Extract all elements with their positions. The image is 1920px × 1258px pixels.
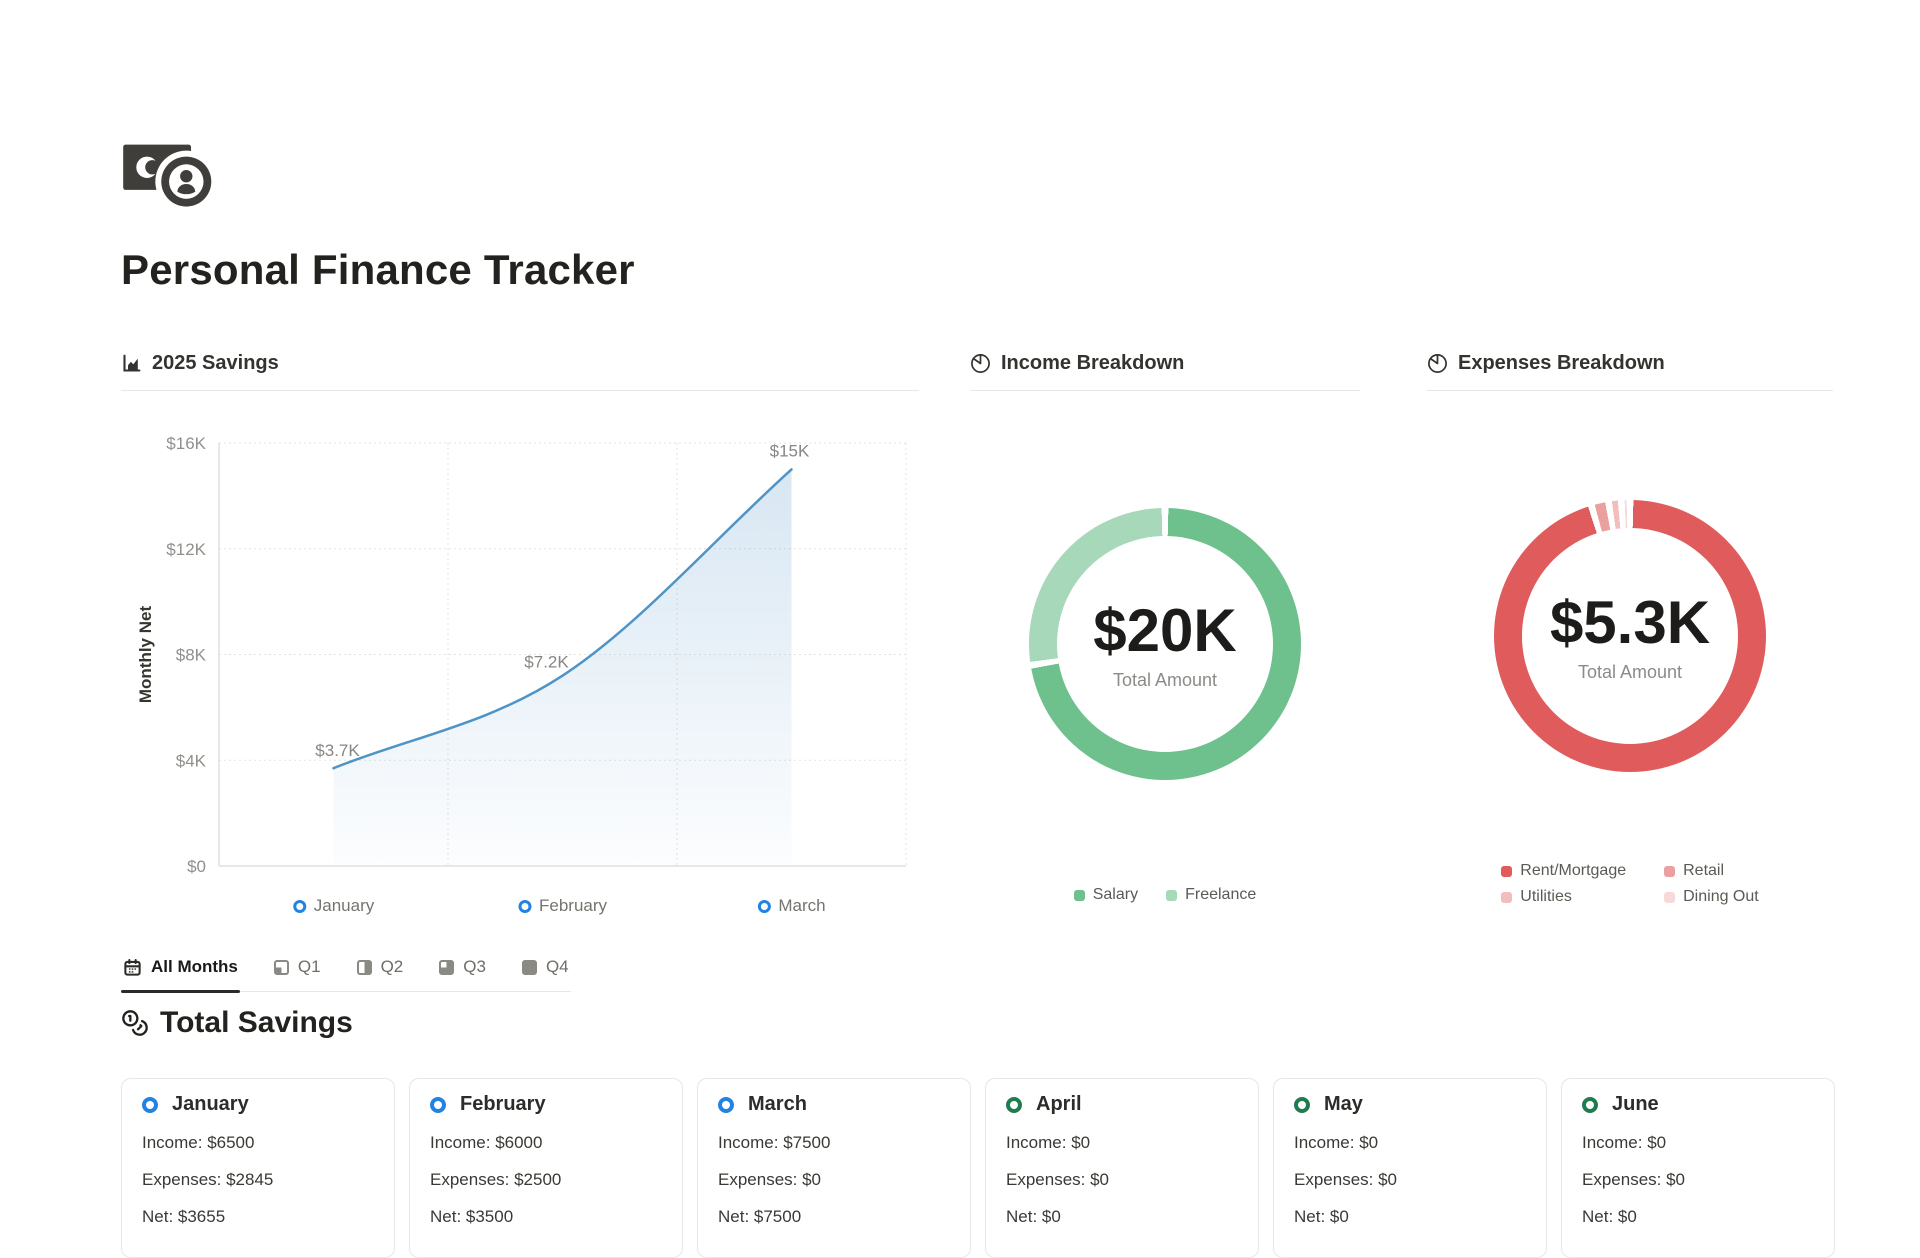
income-panel-title: Income Breakdown (1001, 352, 1185, 374)
savings-panel-title: 2025 Savings (152, 352, 279, 374)
expenses-donut-chart: $5.3K Total Amount (1494, 500, 1766, 772)
page-title: Personal Finance Tracker (121, 246, 635, 293)
legend-item-retail: Retail (1664, 862, 1759, 880)
series-marker-icon (517, 899, 531, 913)
tab-q4[interactable]: Q4 (520, 953, 571, 991)
card-income: Income: $6500 (142, 1133, 255, 1152)
month-dot-icon (142, 1096, 158, 1113)
svg-text:$0: $0 (187, 857, 206, 876)
x-axis-label-february: February (517, 896, 607, 916)
card-income: Income: $7500 (718, 1133, 831, 1152)
expenses-legend: Rent/Mortgage Retail Utilities Dining Ou… (1427, 862, 1833, 906)
svg-text:$12K: $12K (166, 540, 206, 559)
card-expenses: Expenses: $0 (1006, 1170, 1110, 1189)
income-panel-header: Income Breakdown (970, 352, 1360, 391)
card-net: Net: $0 (1006, 1207, 1061, 1226)
months-tab-bar: All Months Q1 Q2 Q3 Q4 (121, 953, 571, 993)
month-dot-icon (718, 1096, 734, 1113)
retail-swatch (1664, 865, 1676, 877)
tab-q2[interactable]: Q2 (355, 953, 406, 991)
savings-panel-header: 2025 Savings (121, 352, 919, 391)
income-total-value: $20K (1093, 596, 1237, 664)
rent-mortgage-swatch (1501, 865, 1513, 877)
area-chart-icon (123, 354, 141, 372)
card-income: Income: $6000 (430, 1133, 543, 1152)
month-card-march[interactable]: March Income: $7500 Expenses: $0 Net: $7… (697, 1078, 971, 1258)
card-net: Net: $3500 (430, 1207, 514, 1226)
card-expenses: Expenses: $0 (1294, 1170, 1398, 1189)
banknote-coin-icon (123, 144, 218, 213)
income-donut-chart: $20K Total Amount (1029, 508, 1301, 780)
income-total-label: Total Amount (1112, 669, 1218, 690)
card-income: Income: $0 (1294, 1133, 1379, 1152)
month-card-february[interactable]: February Income: $6000 Expenses: $2500 N… (409, 1078, 683, 1258)
quarter-3-icon (439, 959, 455, 975)
card-expenses: Expenses: $0 (1582, 1170, 1686, 1189)
tab-q3[interactable]: Q3 (437, 953, 488, 991)
coins-icon (122, 1010, 148, 1036)
salary-swatch (1073, 889, 1085, 901)
expenses-panel-title: Expenses Breakdown (1458, 352, 1665, 374)
card-net: Net: $3655 (142, 1207, 226, 1226)
month-dot-icon (430, 1096, 446, 1113)
freelance-swatch (1166, 889, 1178, 901)
pie-chart-icon (1428, 354, 1447, 373)
savings-chart-x-axis: January February March (121, 896, 921, 918)
expenses-total-label: Total Amount (1577, 661, 1683, 682)
card-net: Net: $0 (1582, 1207, 1637, 1226)
donut-hole (1522, 528, 1738, 744)
legend-item-rent-mortgage: Rent/Mortgage (1501, 862, 1626, 880)
pie-chart-icon (971, 354, 990, 373)
card-income: Income: $0 (1006, 1133, 1091, 1152)
svg-text:$7.2K: $7.2K (524, 653, 569, 672)
month-card-april[interactable]: April Income: $0 Expenses: $0 Net: $0 (985, 1078, 1259, 1258)
quarter-2-icon (356, 959, 372, 975)
expenses-total-value: $5.3K (1549, 588, 1711, 656)
month-cards-row: January Income: $6500 Expenses: $2845 Ne… (121, 1078, 1835, 1258)
card-expenses: Expenses: $2845 (142, 1170, 274, 1189)
donut-hole (1057, 536, 1273, 752)
card-income: Income: $0 (1582, 1133, 1667, 1152)
x-axis-label-january: January (292, 896, 374, 916)
tab-q1[interactable]: Q1 (272, 953, 323, 991)
income-legend: Salary Freelance (970, 886, 1360, 904)
dining-out-swatch (1664, 891, 1676, 903)
tab-all-months[interactable]: All Months (121, 953, 240, 993)
card-expenses: Expenses: $0 (718, 1170, 822, 1189)
series-marker-icon (292, 899, 306, 913)
card-net: Net: $7500 (718, 1207, 802, 1226)
calendar-icon (124, 958, 141, 976)
month-card-january[interactable]: January Income: $6500 Expenses: $2845 Ne… (121, 1078, 395, 1258)
card-expenses: Expenses: $2500 (430, 1170, 562, 1189)
month-card-may[interactable]: May Income: $0 Expenses: $0 Net: $0 (1273, 1078, 1547, 1258)
svg-text:$8K: $8K (176, 646, 207, 665)
month-card-june[interactable]: June Income: $0 Expenses: $0 Net: $0 (1561, 1078, 1835, 1258)
quarter-1-icon (273, 959, 289, 975)
quarter-4-icon (521, 959, 537, 975)
svg-text:$16K: $16K (166, 434, 206, 453)
legend-item-utilities: Utilities (1501, 888, 1626, 906)
month-dot-icon (1294, 1096, 1310, 1113)
legend-item-salary: Salary (1073, 886, 1138, 904)
total-savings-title: Total Savings (160, 1006, 353, 1039)
x-axis-label-march: March (757, 896, 826, 916)
legend-item-dining-out: Dining Out (1664, 888, 1759, 906)
savings-line-chart: $16K $12K $8K $4K $0 $3.7K $7.2K $15K Monthly Ne… (136, 434, 907, 876)
series-marker-icon (757, 899, 771, 913)
svg-text:$4K: $4K (176, 751, 207, 770)
expenses-panel-header: Expenses Breakdown (1427, 352, 1833, 391)
utilities-swatch (1501, 891, 1513, 903)
svg-text:$15K: $15K (770, 441, 810, 460)
card-net: Net: $0 (1294, 1207, 1349, 1226)
month-dot-icon (1006, 1096, 1022, 1113)
svg-text:$3.7K: $3.7K (315, 741, 360, 760)
legend-item-freelance: Freelance (1166, 886, 1256, 904)
total-savings-heading: Total Savings (121, 1006, 353, 1040)
svg-text:Monthly Net: Monthly Net (136, 606, 155, 704)
month-dot-icon (1582, 1096, 1598, 1113)
